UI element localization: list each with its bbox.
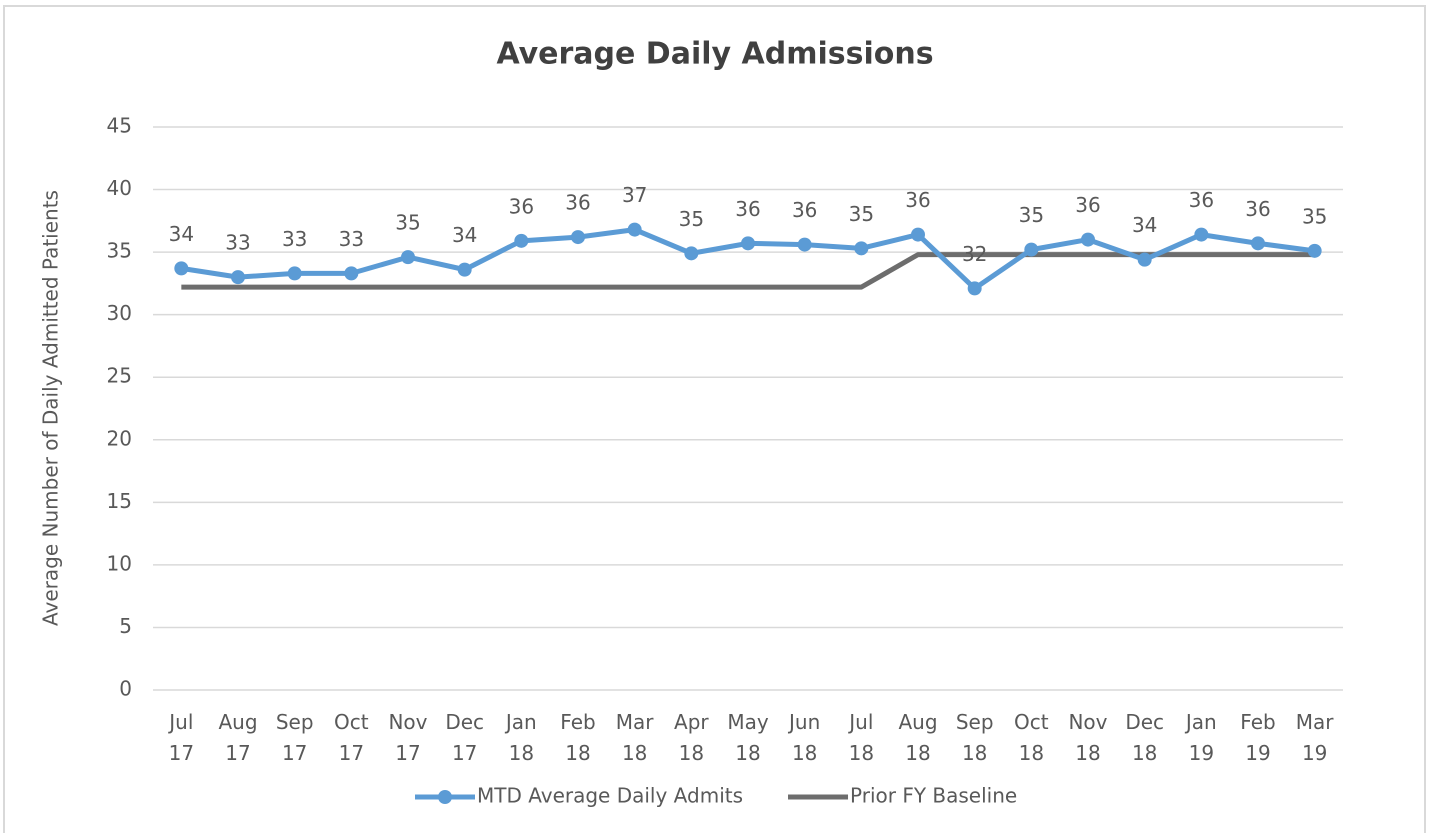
data-label: 34 xyxy=(452,223,477,247)
y-tick-label: 20 xyxy=(107,426,132,450)
chart-border xyxy=(3,5,1426,833)
x-tick-label: Mar 18 xyxy=(616,710,655,765)
data-point xyxy=(1024,242,1039,257)
x-tick-label: Aug 17 xyxy=(218,710,257,765)
x-tick-label: Oct 18 xyxy=(1014,710,1049,765)
data-point xyxy=(967,281,982,296)
x-tick-label: Oct 17 xyxy=(334,710,369,765)
data-label: 36 xyxy=(509,194,534,218)
x-tick-label: Feb 18 xyxy=(560,710,595,765)
y-tick-label: 15 xyxy=(107,489,132,513)
data-point xyxy=(1081,232,1095,247)
data-label: 37 xyxy=(622,183,647,207)
x-tick-label: Aug 18 xyxy=(898,710,937,765)
data-point xyxy=(514,233,529,248)
x-tick-label: Jan 18 xyxy=(504,710,537,765)
data-point xyxy=(741,236,755,251)
y-tick-label: 0 xyxy=(119,677,132,701)
x-tick-label: Nov 17 xyxy=(388,710,427,765)
data-label: 36 xyxy=(1245,197,1270,221)
data-label: 35 xyxy=(395,211,420,235)
x-tick-label: Jul 18 xyxy=(847,710,874,765)
x-tick-label: Dec 17 xyxy=(445,710,484,765)
data-label: 36 xyxy=(735,197,760,221)
data-point xyxy=(1307,243,1322,258)
data-label: 36 xyxy=(1189,188,1214,212)
data-point xyxy=(457,262,472,277)
data-label: 35 xyxy=(1019,203,1044,227)
data-label: 36 xyxy=(1075,193,1100,217)
x-tick-label: May 18 xyxy=(727,710,769,765)
y-tick-label: 45 xyxy=(107,114,132,138)
legend-label: Prior FY Baseline xyxy=(850,784,1017,808)
legend-marker xyxy=(438,790,452,804)
y-tick-label: 30 xyxy=(107,301,132,325)
data-label: 36 xyxy=(565,191,590,215)
data-label: 35 xyxy=(679,207,704,231)
data-label: 33 xyxy=(339,227,364,251)
x-tick-label: Mar 19 xyxy=(1296,710,1335,765)
data-label: 33 xyxy=(225,231,250,255)
x-tick-label: Jun 18 xyxy=(787,710,820,765)
data-label: 35 xyxy=(849,202,874,226)
y-axis-title: Average Number of Daily Admitted Patient… xyxy=(39,190,63,626)
x-tick-label: Jan 19 xyxy=(1184,710,1217,765)
data-label: 35 xyxy=(1302,204,1327,228)
x-tick-label: Dec 18 xyxy=(1125,710,1164,765)
data-label: 33 xyxy=(282,227,307,251)
x-tick-label: Apr 18 xyxy=(674,710,709,765)
y-tick-label: 35 xyxy=(107,239,132,263)
data-point xyxy=(344,266,359,281)
data-label: 36 xyxy=(905,188,930,212)
y-tick-label: 40 xyxy=(107,176,132,200)
y-tick-label: 5 xyxy=(119,614,132,638)
data-point xyxy=(287,266,302,281)
data-label: 36 xyxy=(792,198,817,222)
data-point xyxy=(571,230,585,245)
data-point xyxy=(627,222,642,237)
legend-label: MTD Average Daily Admits xyxy=(477,784,743,808)
x-tick-label: Sep 17 xyxy=(276,710,314,765)
x-tick-label: Sep 18 xyxy=(956,710,994,765)
x-tick-label: Nov 18 xyxy=(1068,710,1107,765)
data-point xyxy=(854,241,869,256)
data-label: 34 xyxy=(1132,213,1157,237)
data-label: 34 xyxy=(169,222,194,246)
x-tick-label: Feb 19 xyxy=(1240,710,1275,765)
chart-title: Average Daily Admissions xyxy=(496,37,933,72)
data-point xyxy=(911,227,925,242)
data-point xyxy=(174,261,189,276)
data-point xyxy=(231,270,245,285)
x-tick-label: Jul 17 xyxy=(167,710,194,765)
data-point xyxy=(401,250,415,265)
data-point xyxy=(1137,252,1152,267)
data-point xyxy=(684,246,699,261)
data-point xyxy=(1251,236,1265,251)
data-point xyxy=(797,237,812,252)
y-tick-label: 10 xyxy=(107,551,132,575)
y-tick-label: 25 xyxy=(107,364,132,388)
data-label: 32 xyxy=(962,242,987,266)
data-point xyxy=(1194,227,1209,242)
